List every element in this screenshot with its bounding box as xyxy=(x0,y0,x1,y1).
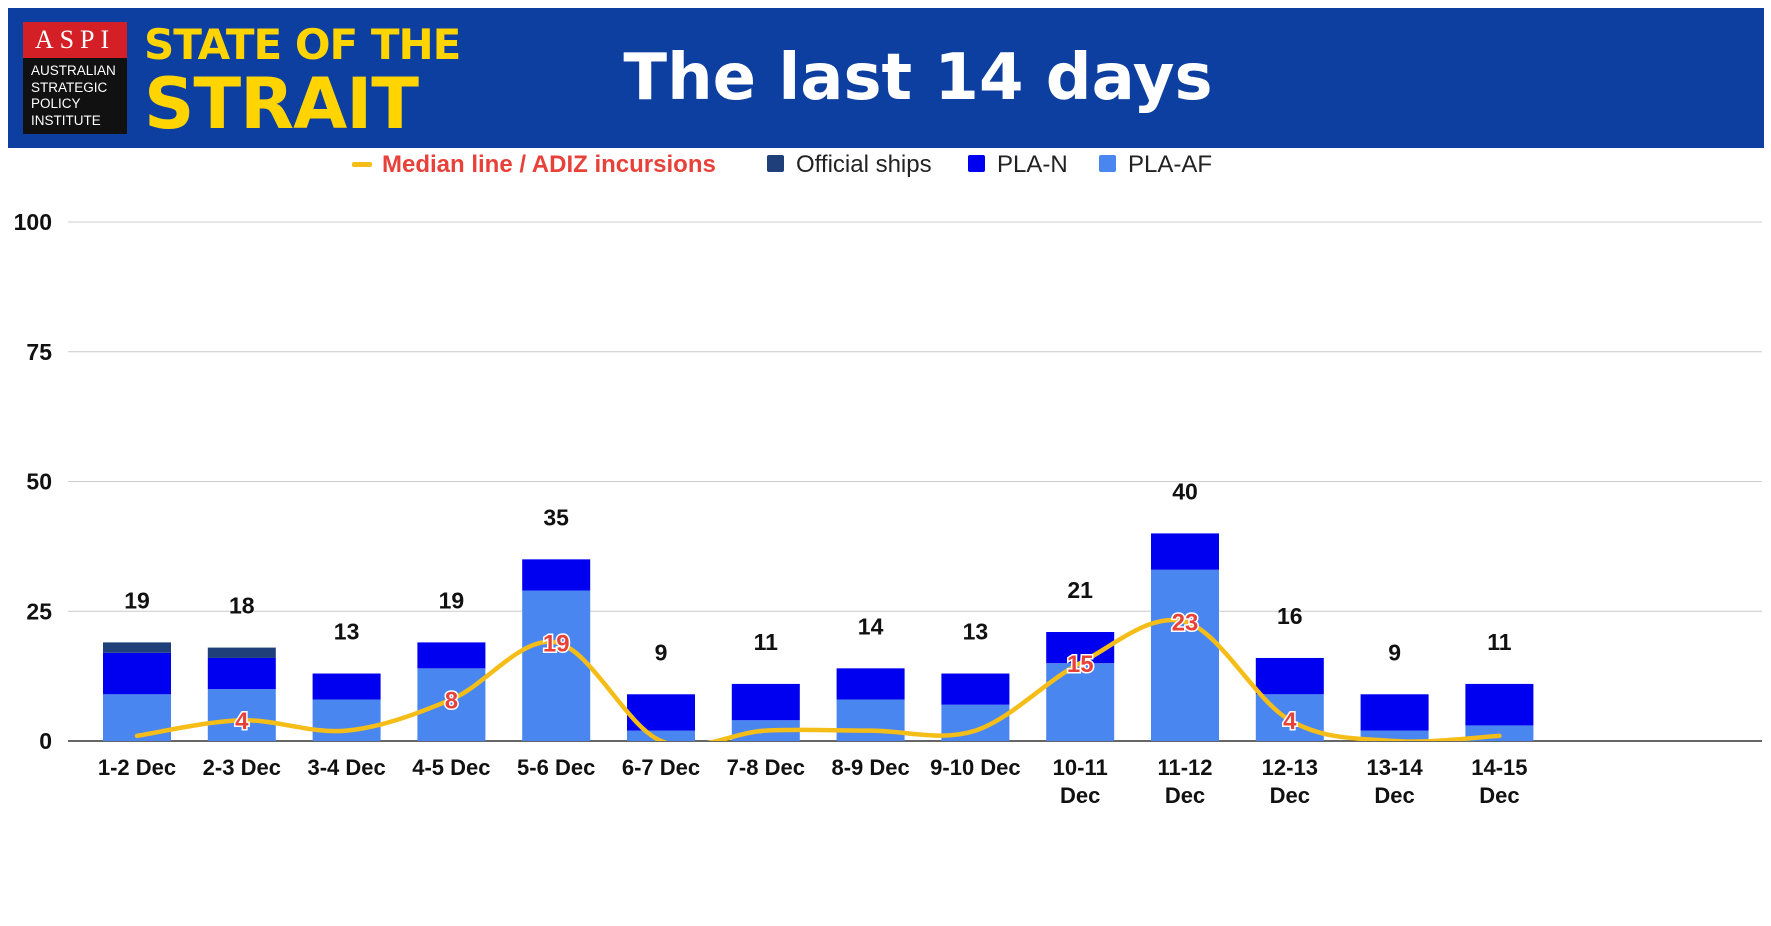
x-tick-label: 9-10 Dec xyxy=(930,755,1021,780)
bar-total-label: 35 xyxy=(543,504,569,530)
median-point-label: 15 xyxy=(1067,651,1094,678)
bar-total-label: 19 xyxy=(124,587,150,613)
legend-item-official-ships: Official ships xyxy=(767,151,932,178)
x-axis-labels: 1-2 Dec 2-3 Dec 3-4 Dec 4-5 Dec 5-6 Dec 6-7 D… xyxy=(98,755,1528,808)
bar-pla-n xyxy=(941,673,1010,705)
x-tick-label: Dec xyxy=(1060,783,1100,808)
brand-wordmark: STATE OF THE STRAIT xyxy=(144,20,461,145)
bar-total-label: 19 xyxy=(439,587,465,613)
legend-label: Median line / ADIZ incursions xyxy=(382,151,716,178)
median-line-series: 4 8 19 15 23 4 xyxy=(134,608,1502,741)
bar-series xyxy=(103,533,1534,741)
bar-total-label: 16 xyxy=(1277,603,1303,629)
legend-item-median-line-adiz-incursions: Median line / ADIZ incursions xyxy=(352,151,716,178)
bar-total-label: 14 xyxy=(858,613,884,639)
median-point-label: 23 xyxy=(1172,610,1199,637)
bar-total-label: 9 xyxy=(1388,639,1401,665)
x-tick-label: 2-3 Dec xyxy=(203,755,281,780)
bar-pla-n xyxy=(1255,657,1324,695)
x-tick-label: 13-14 xyxy=(1366,755,1423,780)
logo-org-name: AUSTRALIAN STRATEGIC POLICY INSTITUTE xyxy=(31,63,116,128)
x-tick-label: Dec xyxy=(1479,783,1519,808)
legend-swatch xyxy=(968,155,985,172)
legend-label: PLA-AF xyxy=(1128,151,1212,178)
bar-total-label: 40 xyxy=(1172,478,1198,504)
bar-total-label: 9 xyxy=(655,639,668,665)
bar-pla-af xyxy=(1360,730,1429,741)
bar-pla-n xyxy=(1465,683,1534,726)
x-tick-label: 10-11 xyxy=(1053,755,1108,780)
chart-gridlines xyxy=(68,221,1762,742)
x-tick-label: 1-2 Dec xyxy=(98,755,176,780)
bar-total-label: 11 xyxy=(1487,629,1512,655)
bar-pla-af xyxy=(207,689,276,741)
legend-swatch xyxy=(1099,155,1116,172)
bar-pla-n xyxy=(207,657,276,690)
y-tick-label: 75 xyxy=(26,339,52,365)
bar-total-label: 13 xyxy=(334,619,360,645)
legend-swatch xyxy=(352,162,372,167)
x-tick-label: Dec xyxy=(1270,783,1310,808)
bar-pla-af xyxy=(627,730,695,741)
bar-pla-n xyxy=(1360,694,1429,731)
bar-pla-n xyxy=(103,652,171,695)
page-title: The last 14 days xyxy=(623,41,1213,115)
median-point-label: 4 xyxy=(235,708,249,735)
x-tick-label: 5-6 Dec xyxy=(517,755,595,780)
brand-line-1: STATE OF THE xyxy=(144,20,461,69)
bar-pla-af xyxy=(312,699,381,741)
x-tick-label: 14-15 xyxy=(1471,755,1527,780)
x-tick-label: Dec xyxy=(1165,783,1205,808)
bar-total-labels: 19 18 13 19 35 9 11 14 13 21 40 16 9 11 xyxy=(124,478,1512,665)
x-tick-label: 11-12 xyxy=(1157,755,1212,780)
bar-total-label: 21 xyxy=(1067,577,1093,603)
bar-official-ships xyxy=(207,647,276,658)
x-tick-label: 8-9 Dec xyxy=(831,755,909,780)
bar-pla-af xyxy=(836,699,905,741)
y-tick-label: 0 xyxy=(39,728,52,754)
y-tick-label: 50 xyxy=(26,469,52,495)
x-tick-label: Dec xyxy=(1374,783,1414,808)
x-tick-label: 4-5 Dec xyxy=(412,755,490,780)
header-banner: ASPI AUSTRALIAN STRATEGIC POLICY INSTITU… xyxy=(8,8,1764,148)
legend-swatch xyxy=(767,155,784,172)
bar-pla-af xyxy=(522,590,591,741)
median-point-label: 4 xyxy=(1283,708,1297,735)
bar-total-label: 11 xyxy=(754,629,779,655)
logo-acronym: ASPI xyxy=(23,22,127,58)
stacked-bar-chart: Median line / ADIZ incursions Official sh… xyxy=(14,151,1762,808)
bar-pla-n xyxy=(417,642,486,669)
bar-total-label: 18 xyxy=(229,593,255,619)
bar-total-label: 13 xyxy=(963,619,989,645)
bar-pla-af xyxy=(1151,569,1219,741)
chart-legend: Median line / ADIZ incursions Official sh… xyxy=(352,151,1212,178)
median-line xyxy=(134,617,1502,741)
y-axis-labels: 0 25 50 75 100 xyxy=(14,209,53,754)
bar-official-ships xyxy=(103,642,171,653)
y-tick-label: 25 xyxy=(26,598,52,624)
legend-label: Official ships xyxy=(796,151,932,178)
legend-item-pla-n: PLA-N xyxy=(968,151,1068,178)
x-tick-label: 6-7 Dec xyxy=(622,755,700,780)
median-point-label: 8 xyxy=(445,687,458,714)
aspi-logo: ASPI AUSTRALIAN STRATEGIC POLICY INSTITU… xyxy=(23,22,127,134)
median-point-label: 19 xyxy=(543,630,570,657)
x-tick-label: 12-13 xyxy=(1262,755,1318,780)
x-tick-label: 3-4 Dec xyxy=(307,755,385,780)
y-tick-label: 100 xyxy=(14,209,52,235)
bar-pla-n xyxy=(836,668,905,700)
bar-pla-n xyxy=(1151,533,1219,570)
legend-label: PLA-N xyxy=(997,151,1068,178)
bar-pla-af xyxy=(417,668,486,741)
bar-pla-n xyxy=(522,559,591,591)
bar-pla-n xyxy=(312,673,381,700)
legend-item-pla-af: PLA-AF xyxy=(1099,151,1212,178)
brand-line-2: STRAIT xyxy=(144,63,419,145)
bar-pla-n xyxy=(731,683,800,721)
x-tick-label: 7-8 Dec xyxy=(727,755,805,780)
